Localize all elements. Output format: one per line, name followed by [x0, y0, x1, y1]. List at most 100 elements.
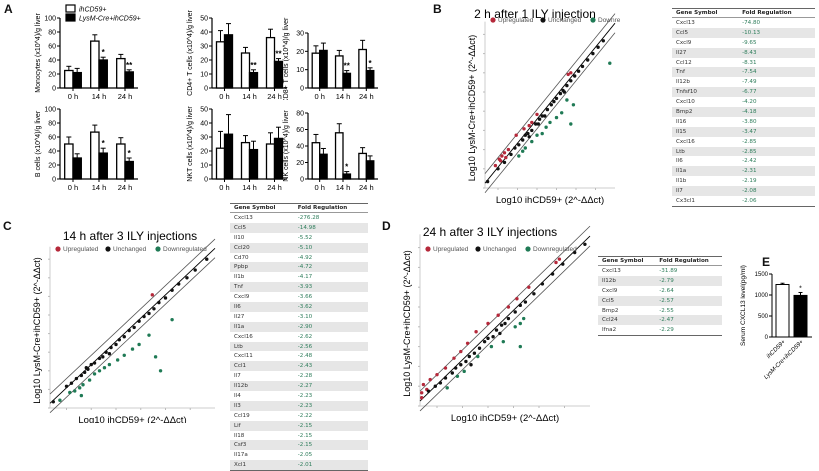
y-tick-label: 60: [296, 127, 304, 134]
y-tick-label: 30: [200, 135, 208, 142]
table-row: Ccl5 -14.98: [230, 222, 368, 233]
fold-regulation-cell: -276.28: [297, 214, 320, 221]
bar-lysm-cre: [365, 69, 375, 89]
point-unchanged: [114, 342, 118, 347]
table-row: Xcl1 -2.01: [230, 460, 368, 471]
point-downregulated: [535, 133, 539, 137]
bar-lysm-cre: [273, 60, 284, 89]
bar-chart-cd8-t-cells: 0 10 20 30 CD8+ T cells (x10^4)/g liver 0 h 14…: [283, 17, 378, 100]
bar-ihcd59: [334, 132, 344, 180]
fold-regulation-cell: -2.05: [297, 452, 313, 459]
fold-regulation-cell: -9.65: [742, 39, 757, 46]
threshold-line: [484, 32, 616, 194]
point-unchanged: [467, 354, 471, 359]
fold-regulation-cell: -2.15: [293, 420, 368, 431]
fold-regulation-cell: -4.92: [297, 254, 313, 261]
gene-symbol-cell: Lif: [230, 420, 294, 431]
fold-regulation-cell: -5.52: [297, 234, 313, 241]
gene-symbol-cell: Cxcl16: [676, 138, 695, 145]
point-downregulated: [462, 369, 466, 374]
gene-symbol-cell: Cx3cl1: [672, 196, 739, 207]
bar-ihcd59: [90, 40, 100, 89]
y-tick-label: 0: [52, 177, 56, 184]
x-tick-label: 0 h: [314, 183, 324, 192]
point-downregulated: [153, 355, 158, 359]
gene-symbol-cell: Csf3: [230, 440, 294, 451]
fold-regulation-cell: -10.13: [738, 27, 815, 38]
table-row: Cxcl16 -2.62: [230, 332, 368, 342]
point-unchanged: [601, 39, 605, 43]
table-row: Ccl20 -5.10: [230, 242, 368, 253]
point-unchanged: [137, 319, 141, 323]
bar-lysm-cre: [319, 49, 328, 89]
table-row: Ppbp -4.72: [230, 262, 368, 273]
fold-regulation-cell: -2.31: [738, 166, 815, 177]
gene-symbol-cell: Ppbp: [230, 262, 294, 273]
point-unchanged: [205, 257, 209, 261]
point-upregulated: [459, 349, 463, 354]
legend-swatch: [65, 13, 76, 22]
bar-ihcd59: [240, 52, 251, 89]
gene-symbol-cell: Il1a: [230, 321, 294, 332]
point-unchanged: [561, 262, 565, 266]
bar-ihcd59: [358, 152, 367, 180]
x-tick-label: 14 h: [92, 183, 107, 192]
fold-regulation-cell: -74.80: [742, 19, 761, 26]
point-unchanged: [540, 114, 544, 118]
y-axis-label: Serum CXCL13 level(pg/ml): [740, 265, 747, 346]
legend-label: ihCD59+: [79, 7, 106, 14]
significance-marker: *: [102, 48, 106, 57]
point-unchanged: [64, 384, 69, 388]
y-tick-label: 40: [296, 144, 304, 151]
gene-symbol-cell: Cxcl13: [676, 19, 695, 26]
bar-lysm-cre: [365, 160, 375, 180]
point-upregulated: [486, 321, 490, 326]
table-row: Ltb -2.56: [230, 341, 368, 352]
point-upregulated: [515, 297, 519, 301]
point-unchanged: [127, 328, 131, 333]
point-unchanged: [583, 242, 587, 246]
significance-marker: *: [102, 139, 106, 148]
table-row: Cx3cl1 -2.06: [672, 196, 815, 207]
fold-regulation-cell: -14.98: [293, 222, 368, 233]
x-tick-label: 0 h: [68, 92, 78, 100]
table-row: Ccl24 -2.47: [598, 315, 722, 326]
chart-title: 2 h after 1 ILY injection: [474, 7, 596, 21]
point-downregulated: [81, 383, 85, 387]
point-downregulated: [68, 390, 72, 395]
point-unchanged: [97, 356, 102, 361]
bar-chart-nk-cells: 0 20 40 60 80 NK cells (x10^4)/g liver 0 h 14 h…: [283, 110, 378, 192]
threshold-line: [419, 225, 591, 392]
gene-symbol-cell: Tnf: [672, 67, 739, 78]
bar-chart-cd4-t-cells: 0 10 20 30 40 50 CD4+ T cells (x10^4)/g liver 0…: [187, 9, 287, 100]
table-row: Ifna2 -2.29: [598, 325, 722, 337]
legend-dot-upregulated: [425, 246, 431, 252]
gene-symbol-cell: Il27: [672, 47, 739, 58]
fold-regulation-cell: -2.08: [738, 186, 815, 197]
bar-lysm-cre: [793, 294, 808, 338]
y-tick-label: 0: [52, 86, 56, 93]
fold-regulation-cell: -8.43: [738, 47, 815, 58]
gene-symbol-cell: Il17a: [234, 452, 248, 459]
point-unchanged: [482, 339, 487, 344]
point-unchanged: [532, 292, 536, 296]
x-tick-label: 14 h: [92, 92, 107, 100]
bar-lysm-cre: [273, 137, 284, 180]
point-unchanged: [101, 355, 105, 359]
gene-symbol-cell: Il4: [234, 392, 241, 399]
point-unchanged: [545, 107, 550, 112]
table-row: Cxcl13 -31.89: [598, 266, 722, 276]
legend-dot-downregulated: [525, 246, 531, 252]
y-tick-label: 50: [200, 107, 208, 114]
gene-symbol-cell: Il15: [672, 126, 739, 137]
y-tick-label: 80: [48, 121, 56, 128]
bar-lysm-cre: [72, 71, 82, 89]
table-row: Bmp2 -2.55: [598, 306, 722, 316]
y-axis-label: NK cells (x10^4)/g liver: [283, 110, 290, 182]
threshold-line: [49, 257, 216, 413]
fold-regulation-cell: -2.79: [655, 275, 722, 286]
legend-dot-downregulated: [590, 17, 596, 23]
point-unchanged: [496, 167, 500, 171]
table-row: Ltb -2.85: [672, 146, 815, 157]
